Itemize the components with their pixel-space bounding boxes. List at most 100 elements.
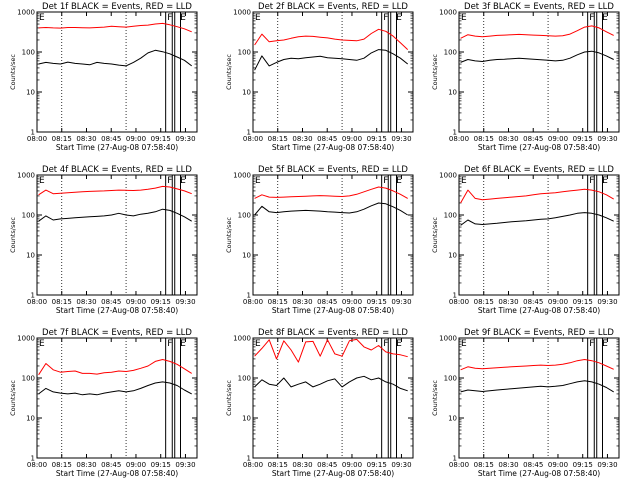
marker-label-e: E [396, 339, 402, 349]
x-tick-label: 09:00 [342, 461, 362, 469]
x-tick-label: 08:30 [76, 298, 96, 306]
x-tick-label: 08:15 [268, 298, 288, 306]
x-tick-label: 08:00 [449, 461, 469, 469]
x-tick-label: 08:15 [268, 461, 288, 469]
x-axis-label: Start Time (27-Aug-08 07:58:40) [56, 306, 178, 315]
x-tick-label: 09:00 [126, 298, 146, 306]
panel-title: Det 2f BLACK = Events, RED = LLD [258, 2, 408, 12]
series-line-events [460, 380, 614, 393]
y-axis-label: Counts/sec [9, 217, 17, 253]
x-tick-label: 08:15 [52, 135, 72, 143]
x-tick-label: 09:00 [126, 135, 146, 143]
x-tick-label: 08:45 [101, 135, 121, 143]
y-tick-label: 10 [26, 252, 35, 260]
y-tick-label: 1000 [17, 335, 35, 343]
y-tick-label: 1000 [439, 9, 457, 17]
series-line-lld [38, 359, 192, 376]
x-tick-label: 09:30 [597, 135, 617, 143]
y-axis-label: Counts/sec [9, 380, 17, 416]
x-tick-label: 09:00 [548, 135, 568, 143]
x-tick-label: 09:30 [597, 298, 617, 306]
x-tick-label: 08:15 [474, 135, 494, 143]
x-axis-label: Start Time (27-Aug-08 07:58:40) [478, 306, 600, 315]
marker-label-f: F [589, 339, 594, 349]
panel-title: Det 5f BLACK = Events, RED = LLD [258, 165, 408, 175]
corner-marker-label: E [39, 176, 45, 186]
panel-title: Det 4f BLACK = Events, RED = LLD [42, 165, 192, 175]
plot-frame [252, 11, 414, 133]
x-tick-label: 08:00 [449, 298, 469, 306]
x-tick-label: 09:30 [597, 461, 617, 469]
plot-frame [36, 11, 198, 133]
marker-label-e: E [396, 176, 402, 186]
x-tick-label: 09:00 [548, 298, 568, 306]
marker-label-e: E [602, 13, 608, 23]
marker-label-f: F [167, 176, 172, 186]
corner-marker-label: E [461, 13, 467, 23]
x-axis-label: Start Time (27-Aug-08 07:58:40) [272, 306, 394, 315]
corner-marker-label: E [39, 339, 45, 349]
x-tick-label: 09:15 [573, 461, 593, 469]
y-axis-label: Counts/sec [225, 54, 233, 90]
plot-frame [458, 337, 620, 459]
x-tick-label: 08:45 [523, 461, 543, 469]
x-tick-label: 08:30 [498, 298, 518, 306]
series-line-events [38, 208, 192, 222]
x-tick-label: 08:00 [243, 135, 263, 143]
y-axis-label: Counts/sec [225, 217, 233, 253]
y-tick-label: 1 [247, 129, 251, 137]
series-line-events [254, 202, 408, 216]
panel-title: Det 7f BLACK = Events, RED = LLD [42, 328, 192, 338]
x-tick-label: 08:30 [292, 461, 312, 469]
series-line-events [38, 49, 193, 67]
x-tick-label: 09:30 [175, 298, 195, 306]
y-tick-label: 100 [22, 49, 35, 57]
y-tick-label: 10 [26, 415, 35, 423]
x-tick-label: 09:15 [573, 135, 593, 143]
x-tick-label: 09:00 [126, 461, 146, 469]
plot-frame [458, 174, 620, 296]
x-tick-label: 09:00 [342, 135, 362, 143]
y-tick-label: 1 [453, 292, 457, 300]
x-tick-label: 08:45 [101, 298, 121, 306]
marker-label-f: F [589, 13, 594, 23]
x-tick-label: 09:30 [175, 135, 195, 143]
marker-label-f: F [167, 339, 172, 349]
series-line-lld [38, 185, 192, 196]
x-tick-label: 09:15 [151, 298, 171, 306]
y-tick-label: 10 [26, 89, 35, 97]
series-line-lld [460, 359, 614, 371]
x-tick-label: 08:15 [268, 135, 288, 143]
x-tick-label: 09:15 [367, 298, 387, 306]
x-tick-label: 09:15 [151, 461, 171, 469]
y-tick-label: 10 [448, 415, 457, 423]
plot-frame [252, 337, 414, 459]
x-tick-label: 08:30 [76, 461, 96, 469]
series-line-events [460, 50, 614, 63]
x-tick-label: 09:15 [367, 135, 387, 143]
y-tick-label: 1000 [439, 172, 457, 180]
y-tick-label: 100 [444, 375, 457, 383]
plot-frame [36, 337, 198, 459]
panel-title: Det 3f BLACK = Events, RED = LLD [464, 2, 614, 12]
marker-label-e: E [396, 13, 402, 23]
marker-label-f: F [383, 339, 388, 349]
y-tick-label: 1 [247, 455, 251, 463]
x-tick-label: 08:45 [317, 461, 337, 469]
x-tick-label: 08:30 [498, 135, 518, 143]
y-tick-label: 1 [31, 455, 35, 463]
corner-marker-label: E [461, 339, 467, 349]
corner-marker-label: E [461, 176, 467, 186]
y-tick-label: 100 [22, 212, 35, 220]
y-tick-label: 100 [22, 375, 35, 383]
corner-marker-label: E [255, 339, 261, 349]
y-axis-label: Counts/sec [431, 380, 439, 416]
series-line-lld [38, 22, 192, 33]
x-tick-label: 08:45 [317, 298, 337, 306]
y-tick-label: 10 [448, 89, 457, 97]
x-axis-label: Start Time (27-Aug-08 07:58:40) [478, 143, 600, 152]
